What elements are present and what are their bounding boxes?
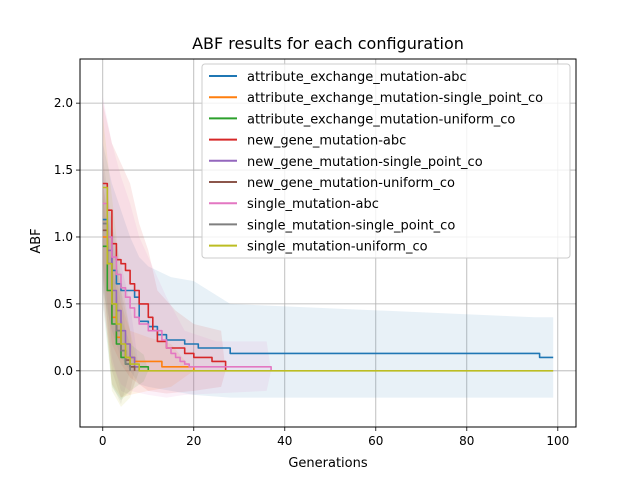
axis-ticks: 0 20 40 60 80 100 0.0 0.5 1.0 1.5 2.0 <box>54 96 569 448</box>
line-single_mutation-uniform_co <box>102 186 554 372</box>
series-lines <box>102 182 554 372</box>
band-single_mutation-uniform_co <box>102 116 140 407</box>
legend-label-attribute_exchange_mutation-abc: attribute_exchange_mutation-abc <box>247 70 467 85</box>
band-single_mutation-abc <box>102 96 272 398</box>
band-attribute_exchange_mutation-uniform_co <box>102 196 149 401</box>
y-tick-label: 0.0 <box>54 364 73 378</box>
x-tick-label: 60 <box>368 434 383 448</box>
line-single_mutation-abc <box>102 202 272 371</box>
y-tick-label: 1.0 <box>54 230 73 244</box>
legend-label-new_gene_mutation-abc: new_gene_mutation-abc <box>247 134 406 149</box>
legend-label-single_mutation-uniform_co: single_mutation-uniform_co <box>247 240 428 255</box>
x-axis-label: Generations <box>288 456 368 471</box>
band-attribute_exchange_mutation-abc <box>102 143 554 398</box>
legend: attribute_exchange_mutation-abc attribute… <box>201 63 571 259</box>
band-new_gene_mutation-abc <box>102 103 226 394</box>
x-tick-label: 80 <box>459 434 474 448</box>
y-tick-label: 2.0 <box>54 96 73 110</box>
y-tick-label: 0.5 <box>54 297 73 311</box>
y-tick-label: 1.5 <box>54 163 73 177</box>
legend-label-new_gene_mutation-uniform_co: new_gene_mutation-uniform_co <box>247 176 455 191</box>
x-tick-label: 40 <box>277 434 292 448</box>
x-tick-label: 20 <box>186 434 201 448</box>
plot-frame <box>79 58 577 428</box>
legend-label-attribute_exchange_mutation-uniform_co: attribute_exchange_mutation-uniform_co <box>247 112 515 127</box>
legend-label-single_mutation-single_point_co: single_mutation-single_point_co <box>247 218 455 233</box>
legend-label-attribute_exchange_mutation-single_point_co: attribute_exchange_mutation-single_point… <box>247 91 543 106</box>
x-tick-label: 0 <box>99 434 107 448</box>
legend-label-single_mutation-abc: single_mutation-abc <box>247 197 379 212</box>
legend-box <box>201 63 571 259</box>
x-tick-label: 100 <box>546 434 569 448</box>
legend-label-new_gene_mutation-single_point_co: new_gene_mutation-single_point_co <box>247 155 483 170</box>
y-axis-label: ABF <box>29 228 44 253</box>
chart-title: ABF results for each configuration <box>192 34 464 53</box>
line-new_gene_mutation-abc <box>102 182 227 371</box>
